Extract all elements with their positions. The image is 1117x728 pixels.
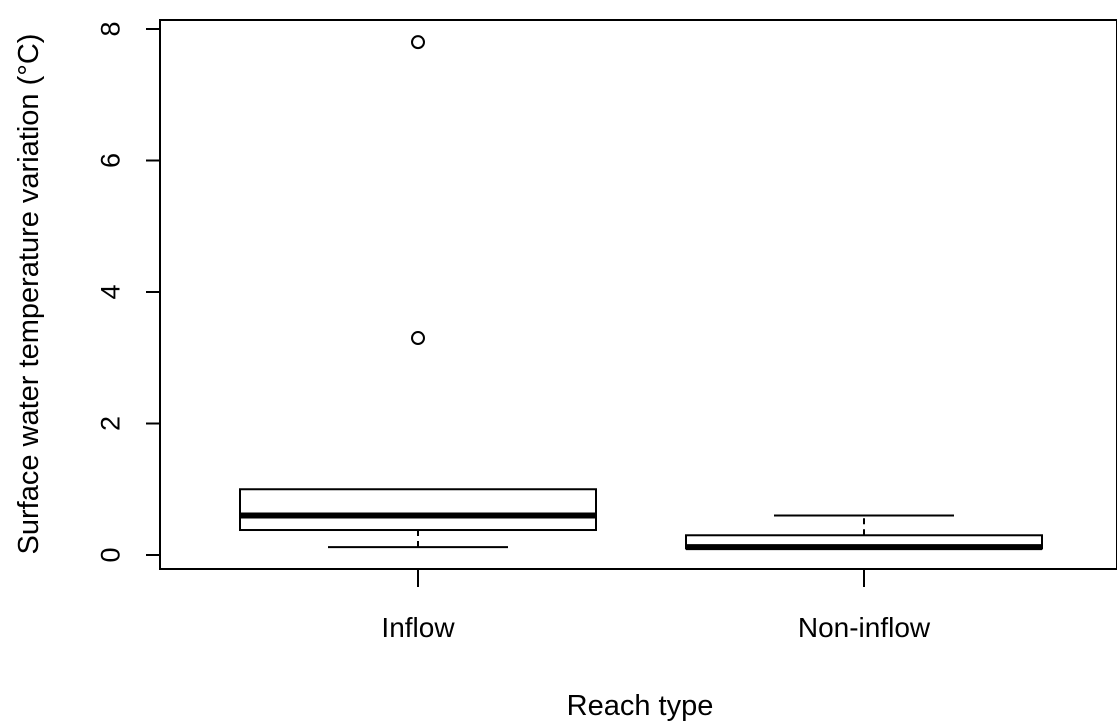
outlier-point (411, 35, 425, 50)
x-axis-label: Reach type (567, 690, 714, 722)
outlier-point (411, 331, 425, 346)
y-tick-label: 0 (95, 547, 125, 562)
y-tick-label: 2 (95, 416, 125, 431)
x-tick-label: Non-inflow (798, 612, 931, 643)
box-group (239, 35, 597, 549)
boxes (239, 35, 1043, 551)
y-tick-label: 6 (95, 153, 125, 168)
box-iqr (239, 488, 597, 532)
box-group (685, 514, 1043, 551)
x-tick-label: Inflow (381, 612, 455, 643)
y-tick-label: 8 (95, 21, 125, 36)
y-axis: 0 2 4 6 8 (95, 21, 161, 563)
y-axis-label: Surface water temperature variation (°C) (13, 34, 45, 555)
plot-frame (159, 19, 1117, 570)
x-axis: Inflow Non-inflow (381, 569, 931, 643)
y-tick-label: 4 (95, 284, 125, 299)
